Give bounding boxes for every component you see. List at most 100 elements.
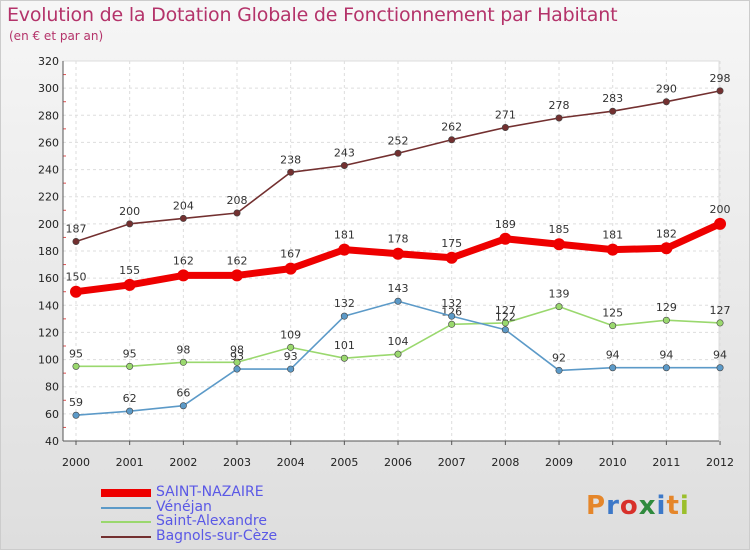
data-point-venejan xyxy=(609,364,617,372)
x-tick-label: 2006 xyxy=(384,456,412,469)
data-label-saint-alexandre: 95 xyxy=(69,347,83,360)
data-point-bagnols-sur-ceze xyxy=(662,98,670,106)
legend-label: Vénéjan xyxy=(156,498,212,515)
x-tick-label: 2009 xyxy=(545,456,573,469)
data-label-bagnols-sur-ceze: 200 xyxy=(119,205,140,218)
data-label-bagnols-sur-ceze: 204 xyxy=(173,199,194,212)
data-label-venejan: 94 xyxy=(713,349,727,362)
y-tick-label: 240 xyxy=(38,164,59,177)
data-label-bagnols-sur-ceze: 252 xyxy=(388,134,409,147)
data-label-venejan: 59 xyxy=(69,396,83,409)
data-point-saint-alexandre xyxy=(662,316,670,324)
data-point-venejan xyxy=(72,411,80,419)
logo-letter: t xyxy=(666,491,680,521)
data-point-bagnols-sur-ceze xyxy=(340,162,348,170)
proxiti-logo: Proxiti xyxy=(586,491,690,521)
data-label-bagnols-sur-ceze: 271 xyxy=(495,109,516,122)
data-point-saint-alexandre xyxy=(179,358,187,366)
legend-swatch xyxy=(101,535,151,538)
data-label-saint-nazaire: 155 xyxy=(119,264,140,277)
data-point-bagnols-sur-ceze xyxy=(448,136,456,144)
data-point-venejan xyxy=(555,366,563,374)
legend-swatch xyxy=(101,506,151,509)
y-tick-label: 160 xyxy=(38,272,59,285)
data-point-saint-alexandre xyxy=(233,358,241,366)
data-label-venejan: 94 xyxy=(606,349,620,362)
data-label-saint-alexandre: 127 xyxy=(710,304,731,317)
data-point-bagnols-sur-ceze xyxy=(287,168,295,176)
x-tick-label: 2001 xyxy=(116,456,144,469)
data-point-saint-nazaire xyxy=(231,269,244,282)
data-point-saint-alexandre xyxy=(394,350,402,358)
data-point-saint-nazaire xyxy=(338,243,351,256)
data-label-saint-alexandre: 129 xyxy=(656,301,677,314)
data-point-saint-nazaire xyxy=(714,217,727,230)
x-tick-label: 2008 xyxy=(491,456,519,469)
data-point-saint-nazaire xyxy=(606,243,619,256)
data-point-saint-alexandre xyxy=(716,319,724,327)
data-point-saint-alexandre xyxy=(126,362,134,370)
data-point-saint-alexandre xyxy=(555,303,563,311)
data-point-saint-alexandre xyxy=(501,319,509,327)
data-label-venejan: 93 xyxy=(284,350,298,363)
data-label-saint-alexandre: 98 xyxy=(176,343,190,356)
data-point-saint-nazaire xyxy=(553,238,566,251)
data-point-venejan xyxy=(179,402,187,410)
data-label-bagnols-sur-ceze: 238 xyxy=(280,153,301,166)
data-label-saint-nazaire: 162 xyxy=(227,254,248,267)
y-tick-label: 140 xyxy=(38,299,59,312)
chart-subtitle: (en € et par an) xyxy=(9,29,104,43)
x-tick-label: 2010 xyxy=(599,456,627,469)
y-tick-label: 100 xyxy=(38,354,59,367)
y-tick-label: 180 xyxy=(38,245,59,258)
data-label-venejan: 66 xyxy=(176,387,190,400)
data-label-saint-nazaire: 182 xyxy=(656,227,677,240)
data-label-saint-nazaire: 162 xyxy=(173,254,194,267)
y-tick-label: 320 xyxy=(38,55,59,68)
data-point-saint-nazaire xyxy=(177,269,190,282)
data-point-saint-alexandre xyxy=(609,322,617,330)
legend-label: Bagnols-sur-Cèze xyxy=(156,527,278,544)
data-label-saint-alexandre: 125 xyxy=(602,307,623,320)
data-label-venejan: 93 xyxy=(230,350,244,363)
data-label-saint-alexandre: 95 xyxy=(123,347,137,360)
data-label-venejan: 143 xyxy=(388,282,409,295)
data-label-bagnols-sur-ceze: 208 xyxy=(227,194,248,207)
data-point-saint-alexandre xyxy=(448,320,456,328)
data-point-venejan xyxy=(716,364,724,372)
data-label-saint-nazaire: 178 xyxy=(388,233,409,246)
y-tick-label: 220 xyxy=(38,191,59,204)
x-tick-label: 2012 xyxy=(706,456,734,469)
data-label-bagnols-sur-ceze: 278 xyxy=(549,99,570,112)
y-tick-label: 80 xyxy=(45,381,59,394)
legend-label: SAINT-NAZAIRE xyxy=(156,484,264,500)
x-tick-label: 2000 xyxy=(62,456,90,469)
data-point-venejan xyxy=(126,407,134,415)
data-label-bagnols-sur-ceze: 290 xyxy=(656,83,677,96)
data-point-bagnols-sur-ceze xyxy=(394,149,402,157)
y-tick-label: 40 xyxy=(45,435,59,448)
data-label-saint-alexandre: 109 xyxy=(280,328,301,341)
data-label-saint-nazaire: 175 xyxy=(441,237,462,250)
logo-letter: i xyxy=(656,491,667,521)
data-label-venejan: 132 xyxy=(441,297,462,310)
y-tick-label: 260 xyxy=(38,136,59,149)
y-tick-label: 200 xyxy=(38,218,59,231)
data-point-venejan xyxy=(448,312,456,320)
data-label-venejan: 92 xyxy=(552,351,566,364)
data-point-bagnols-sur-ceze xyxy=(179,214,187,222)
logo-letter: r xyxy=(606,491,620,521)
data-label-bagnols-sur-ceze: 243 xyxy=(334,147,355,160)
data-label-saint-alexandre: 139 xyxy=(549,288,570,301)
data-point-saint-nazaire xyxy=(123,278,136,291)
data-label-venejan: 122 xyxy=(495,311,516,324)
data-point-bagnols-sur-ceze xyxy=(233,209,241,217)
data-label-venejan: 94 xyxy=(659,349,673,362)
data-point-venejan xyxy=(662,364,670,372)
data-point-venejan xyxy=(233,365,241,373)
data-label-saint-nazaire: 200 xyxy=(710,203,731,216)
y-tick-label: 60 xyxy=(45,408,59,421)
data-label-saint-alexandre: 127 xyxy=(495,304,516,317)
